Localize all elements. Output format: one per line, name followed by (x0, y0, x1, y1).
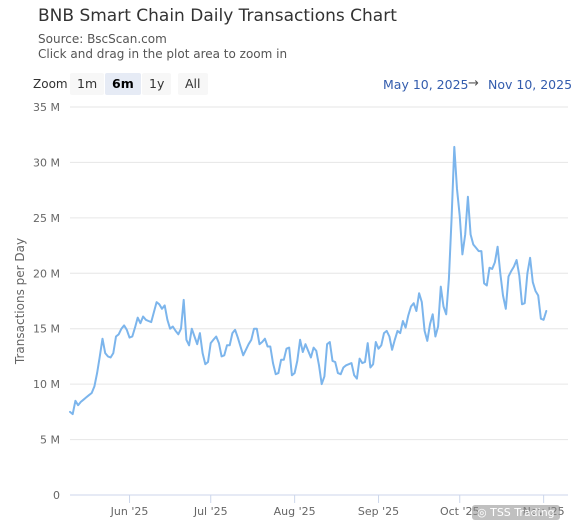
y-tick-label: 20 M (33, 267, 60, 280)
zoom-button-all[interactable]: All (178, 73, 208, 95)
x-tick-label: Sep '25 (358, 505, 399, 518)
watermark-text: TSS Trading (490, 506, 555, 519)
x-tick-label: Oct '25 (440, 505, 480, 518)
y-tick-label: 30 M (33, 156, 60, 169)
y-tick-label: 25 M (33, 212, 60, 225)
y-axis-label: Transactions per Day (13, 238, 27, 365)
y-tick-label: 15 M (33, 323, 60, 336)
zoom-button-1y[interactable]: 1y (142, 73, 172, 95)
range-arrow: → (468, 76, 479, 91)
y-tick-label: 0 (53, 489, 60, 502)
watermark-logo-icon: ◎ (477, 506, 491, 519)
range-to-date[interactable]: Nov 10, 2025 (488, 77, 573, 92)
y-tick-label: 5 M (40, 434, 60, 447)
watermark: ◎ TSS Trading (472, 505, 560, 520)
zoom-button-1m[interactable]: 1m (70, 73, 105, 95)
y-tick-label: 35 M (33, 101, 60, 114)
range-from-date[interactable]: May 10, 2025 (383, 77, 469, 92)
x-tick-label: Jul '25 (193, 505, 228, 518)
x-tick-label: Jun '25 (110, 505, 149, 518)
zoom-label: Zoom (33, 77, 68, 91)
zoom-button-6m[interactable]: 6m (105, 73, 141, 95)
y-tick-label: 10 M (33, 378, 60, 391)
x-tick-label: Aug '25 (274, 505, 316, 518)
daily-transactions-line[interactable] (69, 145, 548, 416)
chart-source: Source: BscScan.com (38, 32, 167, 46)
zoom-hint: Click and drag in the plot area to zoom … (38, 47, 288, 61)
chart-title: BNB Smart Chain Daily Transactions Chart (38, 6, 397, 26)
